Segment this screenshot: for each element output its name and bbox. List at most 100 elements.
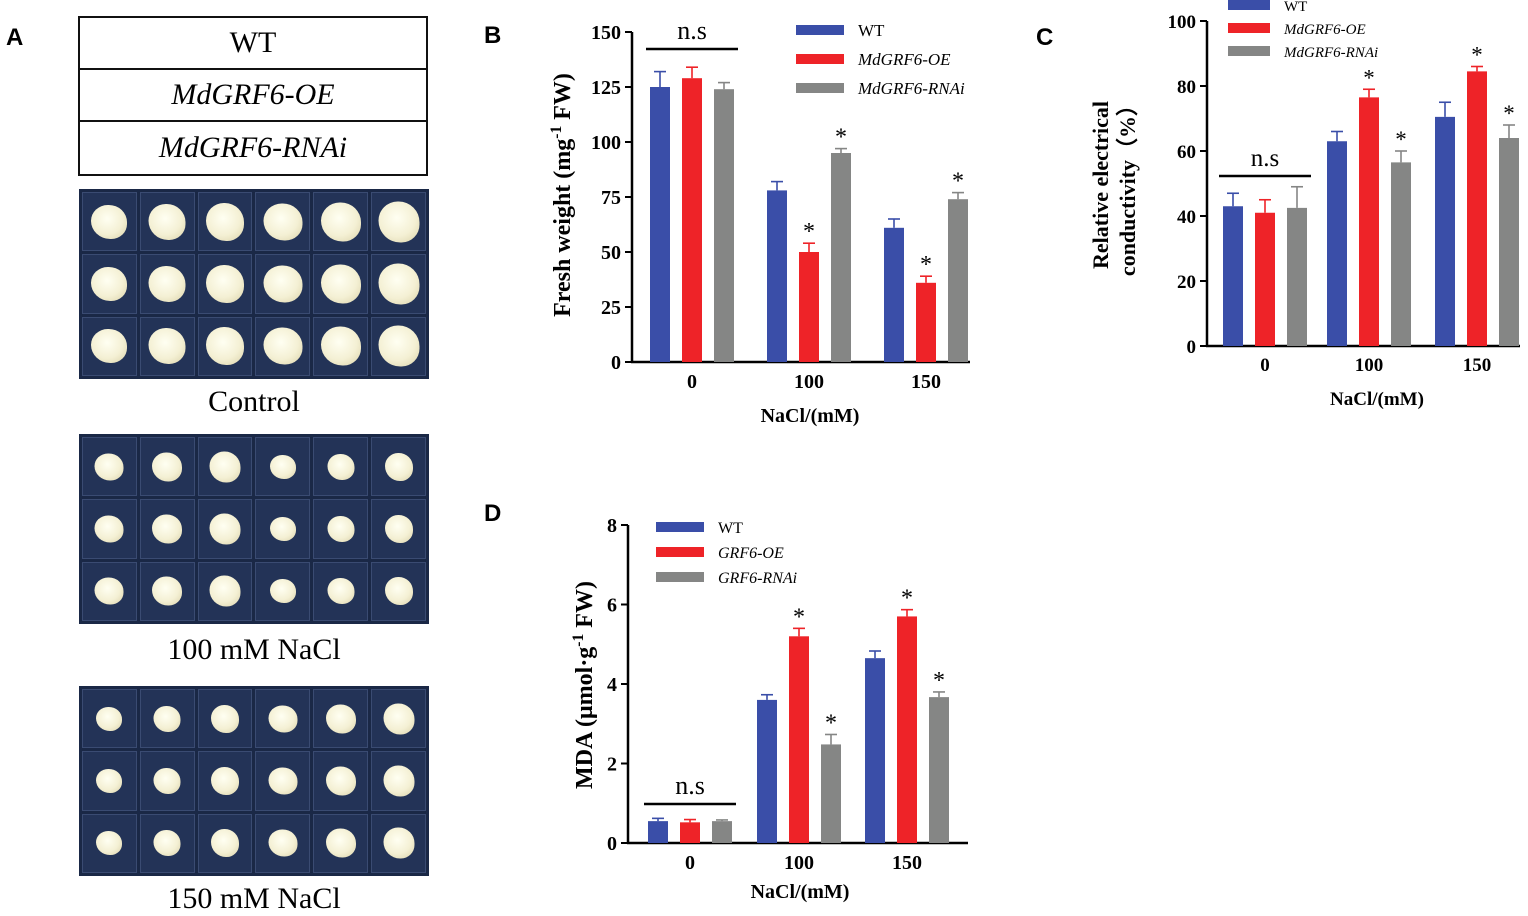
callus-tissue — [327, 578, 355, 605]
x-axis-title: NaCl/(mM) — [1330, 389, 1424, 410]
plate-well — [139, 561, 195, 621]
plate-well — [371, 254, 426, 314]
callus-tissue — [384, 452, 413, 481]
panel-label-b: B — [484, 22, 502, 49]
legend-swatch — [656, 547, 704, 557]
chart-fresh-weight: 0 25 50 75 100 125 150 0 100 * * 150 * * n.s NaCl/(mM) W… — [548, 16, 970, 427]
callus-tissue — [209, 513, 241, 545]
bar — [948, 199, 968, 362]
callus-tissue — [383, 827, 415, 859]
plate-well — [139, 813, 195, 873]
y-tick-label: 25 — [601, 297, 621, 319]
plate-label-150mm: 150 mM NaCl — [167, 882, 341, 915]
plate-150mm — [79, 686, 429, 876]
y-axis-title: MDA (μmol·g-1 FW) — [570, 581, 598, 789]
plate-well — [197, 561, 253, 621]
ns-label: n.s — [1251, 145, 1279, 172]
y-tick-label: 0 — [611, 352, 621, 374]
plate-well — [255, 689, 311, 749]
callus-tissue — [378, 263, 420, 305]
legend-swatch — [1228, 23, 1270, 33]
genotype-row-wt: WT — [80, 18, 426, 70]
plate-well — [255, 499, 311, 559]
bar — [916, 282, 936, 362]
plate-well — [255, 316, 311, 376]
callus-tissue — [384, 577, 413, 606]
plate-well — [197, 689, 253, 749]
chart-electrical-conductivity: 0 20 40 60 80 100 0 100 * * 150 * * n.s NaCl/(mM) WT MdG… — [1088, 0, 1520, 410]
plate-well — [371, 751, 426, 811]
callus-tissue — [268, 705, 298, 733]
plate-well — [82, 254, 137, 314]
callus-tissue — [148, 265, 186, 302]
x-tick-label: 0 — [685, 852, 695, 874]
significance-marker: * — [803, 219, 815, 245]
callus-tissue — [153, 705, 181, 732]
legend-swatch — [1228, 0, 1270, 10]
callus-tissue — [148, 328, 186, 365]
plate-well — [371, 499, 426, 559]
plate-well — [82, 192, 137, 252]
y-tick-label: 80 — [1177, 77, 1196, 98]
legend-swatch — [656, 572, 704, 582]
callus-tissue — [320, 202, 361, 242]
x-axis-title: NaCl/(mM) — [761, 405, 860, 427]
y-axis-title: Relative electricalconductivity（%） — [1088, 94, 1140, 276]
legend-label: WT — [718, 520, 743, 537]
plate-label-100mm: 100 mM NaCl — [167, 633, 341, 666]
plate-well — [139, 192, 195, 252]
callus-tissue — [153, 767, 181, 794]
callus-tissue — [269, 579, 296, 604]
plate-well — [139, 499, 195, 559]
callus-tissue — [211, 766, 240, 795]
bar — [648, 821, 668, 843]
bar — [1435, 116, 1455, 346]
x-tick-label: 0 — [1260, 355, 1270, 376]
legend-swatch — [1228, 46, 1270, 56]
callus-tissue — [327, 453, 355, 480]
legend-swatch — [796, 25, 844, 35]
plate-well — [197, 499, 253, 559]
bar — [757, 699, 777, 843]
callus-tissue — [383, 703, 415, 735]
callus-tissue — [384, 514, 413, 543]
significance-marker: * — [1503, 101, 1515, 126]
bar — [767, 190, 787, 362]
callus-tissue — [96, 768, 123, 793]
callus-tissue — [325, 704, 356, 734]
callus-tissue — [91, 204, 128, 239]
y-tick-label: 0 — [1187, 337, 1197, 358]
plate-well — [255, 192, 311, 252]
bar — [799, 252, 819, 362]
significance-marker: * — [835, 125, 847, 151]
x-tick-label: 100 — [784, 852, 814, 874]
x-axis-title: NaCl/(mM) — [751, 881, 850, 903]
y-tick-label: 125 — [591, 77, 621, 99]
legend-label: GRF6-RNAi — [718, 570, 797, 587]
bar — [1327, 141, 1347, 346]
callus-tissue — [211, 704, 240, 733]
callus-tissue — [320, 264, 361, 304]
bar — [831, 153, 851, 362]
callus-tissue — [152, 514, 183, 544]
callus-tissue — [96, 706, 123, 731]
legend-label: MdGRF6-RNAi — [857, 79, 965, 98]
plate-well — [139, 254, 195, 314]
bar — [789, 636, 809, 843]
plate-well — [197, 316, 253, 376]
callus-tissue — [269, 516, 296, 541]
plate-well — [82, 561, 137, 621]
plate-well — [313, 254, 369, 314]
plate-well — [313, 499, 369, 559]
significance-marker: * — [825, 710, 837, 736]
bar — [712, 821, 732, 843]
plate-control — [79, 189, 429, 379]
plate-well — [197, 192, 253, 252]
callus-tissue — [148, 203, 186, 240]
plate-well — [313, 689, 369, 749]
plate-well — [197, 813, 253, 873]
panel-label-a: A — [6, 24, 24, 51]
significance-marker: * — [920, 252, 932, 278]
y-tick-label: 100 — [1168, 12, 1197, 33]
legend-label: GRF6-OE — [718, 545, 784, 562]
